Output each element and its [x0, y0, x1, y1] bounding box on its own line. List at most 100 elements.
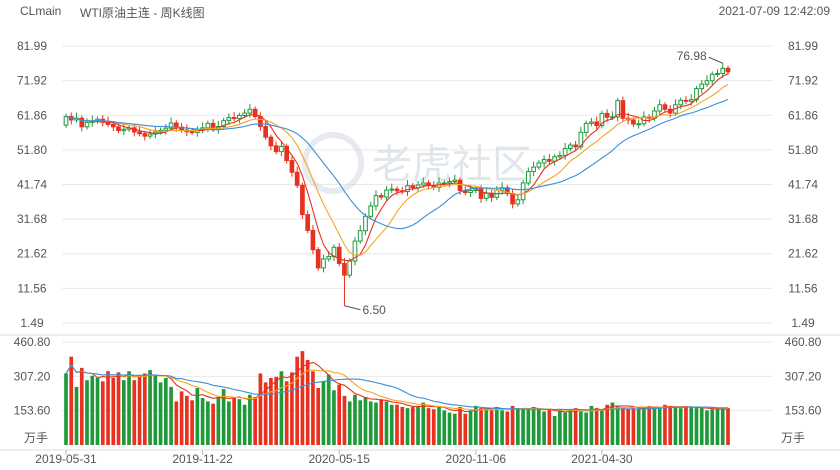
candle-body: [599, 112, 605, 126]
y-tick-label-right: 41.74: [788, 178, 818, 192]
volume-bar: [442, 410, 447, 445]
volume-bar: [699, 408, 704, 445]
volume-tick-label-right: 460.80: [785, 335, 822, 349]
candle-body: [709, 73, 715, 82]
candle-body: [268, 136, 274, 147]
volume-bar: [452, 413, 457, 445]
volume-bar: [510, 405, 515, 445]
candle-body: [688, 99, 694, 102]
candle-body: [662, 104, 668, 110]
volume-ma10-line: [65, 364, 729, 412]
candle-body: [284, 145, 290, 162]
volume-bar: [421, 402, 426, 445]
volume-bar: [531, 407, 536, 445]
volume-bar: [521, 409, 525, 445]
volume-bar: [447, 412, 452, 445]
volume-bar: [705, 410, 709, 445]
candle-body: [147, 133, 153, 137]
volume-bar: [158, 382, 163, 445]
volume-bar: [484, 408, 489, 445]
volume-bar: [636, 409, 641, 445]
candle-body: [300, 184, 305, 216]
volume-bar: [116, 372, 121, 445]
volume-bar: [720, 408, 725, 445]
volume-bar: [479, 408, 483, 445]
y-tick-label-right: 61.86: [788, 108, 818, 122]
ma20-line: [65, 98, 729, 230]
volume-unit-right: 万手: [781, 431, 805, 445]
y-tick-label-left: 81.99: [17, 39, 47, 53]
candle-body: [315, 249, 321, 269]
volume-bar: [211, 403, 215, 445]
volume-bar: [426, 408, 431, 445]
candle-body: [163, 127, 169, 131]
volume-tick-label-left: 460.80: [14, 335, 51, 349]
y-tick-label-left: 71.92: [17, 74, 47, 88]
y-tick-label-left: 31.68: [17, 212, 47, 226]
volume-bar: [689, 407, 694, 445]
candle-body: [342, 262, 347, 276]
volume-bar: [248, 394, 252, 445]
ma5-line: [65, 73, 729, 262]
volume-bar: [584, 412, 588, 445]
volume-bar: [132, 380, 137, 445]
volume-bar: [85, 380, 89, 445]
candle-body: [447, 181, 452, 184]
volume-bar: [321, 381, 326, 445]
candle-body: [142, 133, 148, 137]
candle-body: [394, 188, 400, 192]
candle-body: [478, 188, 484, 199]
volume-bar: [500, 410, 504, 445]
volume-bar: [631, 408, 636, 445]
candle-body: [273, 145, 279, 153]
candle-body: [79, 117, 85, 128]
volume-bar: [237, 399, 242, 445]
candle-body: [252, 108, 258, 118]
volume-bar: [463, 413, 468, 445]
candle-body: [699, 83, 705, 90]
volume-bar: [269, 377, 273, 445]
volume-bar: [174, 401, 179, 445]
volume-bar: [95, 377, 100, 445]
volume-bar: [610, 402, 615, 445]
candle-body: [405, 185, 410, 193]
candle-body: [357, 230, 363, 242]
x-tick-label: 2019-11-22: [172, 452, 233, 466]
candle-body: [279, 145, 284, 153]
candle-body: [541, 159, 547, 164]
candle-body: [221, 120, 226, 127]
volume-bar: [573, 408, 578, 445]
candle-body: [583, 122, 589, 133]
candle-body: [389, 188, 395, 191]
volume-bar: [678, 408, 683, 445]
candle-body: [263, 125, 268, 138]
volume-bar: [473, 405, 478, 445]
candle-body: [242, 112, 247, 116]
volume-bar: [111, 377, 116, 445]
volume-bar: [694, 408, 699, 445]
candle-body: [84, 121, 90, 128]
volume-bar: [153, 375, 158, 445]
candle-body: [557, 154, 563, 158]
volume-bar: [279, 371, 284, 445]
volume-bar: [715, 409, 720, 445]
candle-body: [536, 162, 542, 168]
volume-bar: [458, 407, 462, 445]
low-annotation-label: 6.50: [362, 303, 386, 317]
candle-body: [347, 260, 353, 276]
chart-title: WTI原油主连 - 周K线图: [80, 6, 205, 20]
candle-body: [715, 72, 720, 75]
candle-body: [368, 205, 374, 217]
volume-bar: [568, 409, 573, 445]
volume-bar: [185, 395, 189, 445]
volume-bar: [169, 386, 173, 445]
candle-body: [531, 166, 536, 173]
volume-bar: [326, 374, 331, 445]
volume-bar: [148, 370, 152, 445]
volume-bar: [358, 400, 363, 445]
candle-body: [483, 192, 489, 199]
volume-bar: [558, 410, 562, 445]
volume-bar: [542, 411, 546, 445]
volume-bar: [673, 407, 678, 445]
